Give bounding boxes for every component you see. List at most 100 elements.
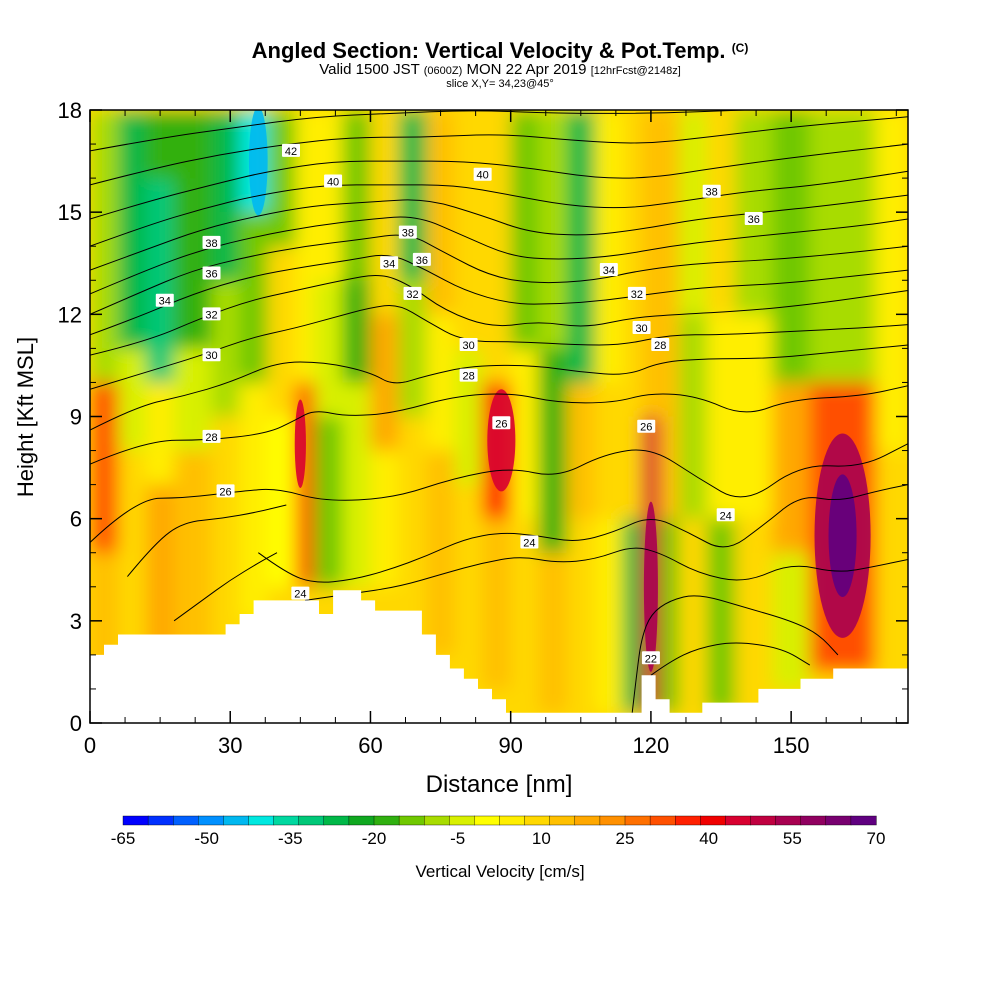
contour-label-box <box>202 235 221 249</box>
colorbar-swatch-11 <box>398 815 425 826</box>
field-cell-9 <box>146 110 175 179</box>
field-cell-64 <box>678 314 708 519</box>
isentrope-13 <box>258 484 908 583</box>
contour-label-text: 42 <box>285 146 297 158</box>
isentrope-6 <box>90 234 908 315</box>
colorbar-tick-label-4: -5 <box>450 829 465 848</box>
contour-label-box <box>641 651 660 665</box>
field-cell-3 <box>118 450 147 655</box>
x-axis: 0 30 60 90 120 150 <box>84 110 897 758</box>
contour-label-box <box>202 307 221 321</box>
contour-label-12: 32 <box>202 307 221 321</box>
isentrope-7 <box>90 216 908 295</box>
contour-label-box <box>155 293 174 307</box>
colorbar-swatch-23 <box>700 815 726 826</box>
isentrope-11 <box>90 116 908 186</box>
field-cell-41 <box>454 110 483 349</box>
contour-label-box <box>403 286 422 300</box>
contour-label-text: 38 <box>706 187 718 199</box>
colorbar-swatch-21 <box>649 815 676 826</box>
isentrope-3 <box>90 305 908 390</box>
contour-label-box <box>412 252 431 266</box>
colorbar-ticks: -65 -50 -35 -20 -5 10 25 40 55 70 <box>111 829 886 848</box>
colorbar-swatch-0 <box>122 815 149 826</box>
field-cell-49 <box>538 348 567 553</box>
field-cell-60 <box>641 110 661 417</box>
field-cell-53 <box>566 110 595 383</box>
colorbar-tick-label-0: -65 <box>111 829 136 848</box>
colorbar-tick-label-9: 70 <box>867 829 886 848</box>
field-cell-67 <box>707 314 736 519</box>
field-cell-36 <box>426 450 455 655</box>
isentrope-8 <box>90 194 908 271</box>
x-axis-label: Distance [nm] <box>426 771 573 798</box>
field-cell-42 <box>482 518 511 689</box>
y-tick-label-1: 3 <box>70 609 82 634</box>
contour-label-box <box>202 266 221 280</box>
colorbar-swatch-17 <box>549 815 576 826</box>
contour-label-0: 42 <box>281 143 300 158</box>
isentrope-14 <box>304 547 908 601</box>
contour-label-box <box>291 586 310 600</box>
field-cell-21 <box>267 110 296 247</box>
field-cell-56 <box>594 110 623 383</box>
contour-label-2: 40 <box>473 167 492 182</box>
contour-label-text: 36 <box>748 214 760 226</box>
title-block: Angled Section: Vertical Velocity & Pot.… <box>0 36 1000 91</box>
field-cell-30 <box>370 450 399 587</box>
x-tick-label-3: 90 <box>498 733 522 758</box>
field-cell-66 <box>707 518 736 713</box>
slice-info: slice X,Y= 34,23@45° <box>446 78 554 90</box>
contour-label-3: 38 <box>202 235 221 250</box>
colorbar-swatch-2 <box>172 815 199 826</box>
contour-label-box <box>627 286 646 300</box>
field-cell-28 <box>342 280 371 383</box>
valid-prefix: Valid 1500 JST <box>319 61 420 78</box>
colorbar-swatch-14 <box>474 815 501 826</box>
colorbar-swatch-3 <box>198 815 225 826</box>
y-tick-label-5: 15 <box>58 200 82 225</box>
colorbar-tick-label-6: 25 <box>616 829 635 848</box>
y-axis-label: Height [Kft MSL] <box>13 337 38 497</box>
isentrope-17 <box>631 595 839 713</box>
contour-label-box <box>281 143 300 157</box>
field-cell-61 <box>660 518 679 713</box>
contour-label-20: 28 <box>651 337 670 352</box>
field-cell-45 <box>510 518 539 713</box>
x-tick-label-0: 0 <box>84 733 96 758</box>
contour-label-box <box>202 429 221 443</box>
colorbar-swatch-8 <box>323 815 350 826</box>
field-cell-65 <box>678 110 708 315</box>
contour-label-27: 22 <box>641 651 660 665</box>
contour-label-text: 22 <box>645 653 657 665</box>
chart-title: Angled Section: Vertical Velocity & Pot.… <box>0 36 1000 63</box>
isentrope-10 <box>90 143 908 220</box>
contour-label-box <box>599 263 618 277</box>
isentrope-16 <box>127 504 287 577</box>
field-cell-10 <box>174 450 212 655</box>
field-cell-63 <box>678 518 708 713</box>
forecast-info: [12hrFcst@2148z] <box>590 65 681 77</box>
colorbar-label: Vertical Velocity [cm/s] <box>415 862 585 881</box>
contour-label-text: 26 <box>219 486 231 498</box>
isentrope-5 <box>90 254 908 336</box>
contour-label-text: 34 <box>383 258 395 270</box>
contour-label-text: 38 <box>402 228 414 240</box>
field-cell-73 <box>772 382 810 553</box>
velocity-extrema <box>248 110 871 672</box>
isentrope-4 <box>90 275 908 356</box>
colorbar-swatch-15 <box>499 815 526 826</box>
field-cell-24 <box>314 416 343 587</box>
contour-label-23: 26 <box>637 419 656 434</box>
field-cell-6 <box>146 484 175 655</box>
velocity-field <box>90 110 908 723</box>
terrain-mask <box>90 590 908 723</box>
colorbar-swatch-20 <box>624 815 651 826</box>
colorbar-swatch-26 <box>775 815 802 826</box>
contour-label-22: 26 <box>492 416 511 430</box>
colorbar-swatch-6 <box>273 815 300 826</box>
contour-label-text: 34 <box>159 296 171 308</box>
contour-label-13: 32 <box>403 286 422 301</box>
